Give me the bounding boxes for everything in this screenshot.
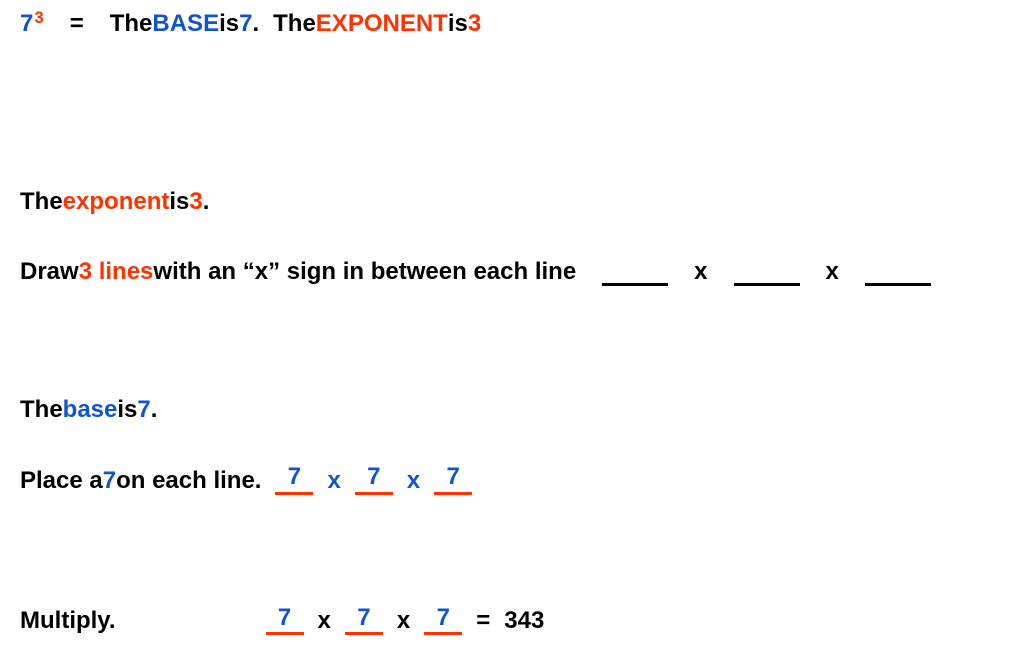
draw-lines-row: Draw 3 lines with an “x” sign in between…: [20, 256, 1004, 286]
filled-slot: 7: [355, 464, 393, 494]
text: Draw: [20, 258, 79, 286]
lines-count: 3 lines: [79, 258, 154, 286]
base-keyword: BASE: [152, 10, 219, 38]
text: .: [252, 10, 259, 38]
blank-slot: [734, 256, 800, 286]
result-value: 343: [504, 607, 544, 635]
filled-slot: 7: [266, 605, 304, 635]
base-value: 7: [137, 396, 150, 424]
equals-sign: =: [70, 10, 84, 38]
times-sign: x: [407, 467, 420, 495]
filled-slot: 7: [424, 605, 462, 635]
text: on each line.: [116, 467, 261, 495]
exponent-statement: The exponent is 3 .: [20, 188, 1004, 216]
blank-slot: [865, 256, 931, 286]
multiply-label: Multiply.: [20, 607, 116, 635]
header-row: 7 3 = The BASE is 7 . The EXPONENT is 3: [20, 10, 1004, 38]
base-number: 7: [20, 10, 33, 38]
filled-slot: 7: [345, 605, 383, 635]
base-statement: The base is 7 .: [20, 396, 1004, 424]
text: The: [110, 10, 153, 38]
multiply-row: Multiply. 7 x 7 x 7 = 343: [20, 605, 1004, 635]
text: The: [273, 10, 316, 38]
filled-slot: 7: [434, 464, 472, 494]
times-sign: x: [318, 607, 331, 635]
filled-slot: 7: [275, 464, 313, 494]
exponent-keyword: EXPONENT: [316, 10, 448, 38]
times-sign: x: [327, 467, 340, 495]
text: is: [117, 396, 137, 424]
equals-sign: =: [476, 607, 490, 635]
exponent-value: 3: [468, 10, 481, 38]
text: Place a: [20, 467, 103, 495]
times-sign: x: [694, 258, 707, 286]
blank-slot: [602, 256, 668, 286]
exponent-keyword: exponent: [63, 188, 170, 216]
exponent-value: 3: [189, 188, 202, 216]
text: is: [448, 10, 468, 38]
base-value-inline: 7: [103, 467, 116, 495]
exponent-number: 3: [34, 8, 43, 28]
text: The: [20, 396, 63, 424]
times-sign: x: [397, 607, 410, 635]
text: is: [219, 10, 239, 38]
text: with an “x” sign in between each line: [153, 258, 576, 286]
text: .: [203, 188, 210, 216]
text: .: [151, 396, 158, 424]
place-on-lines-row: Place a 7 on each line. 7 x 7 x 7: [20, 464, 1004, 494]
base-value: 7: [239, 10, 252, 38]
text: is: [169, 188, 189, 216]
times-sign: x: [826, 258, 839, 286]
base-keyword: base: [63, 396, 118, 424]
text: The: [20, 188, 63, 216]
